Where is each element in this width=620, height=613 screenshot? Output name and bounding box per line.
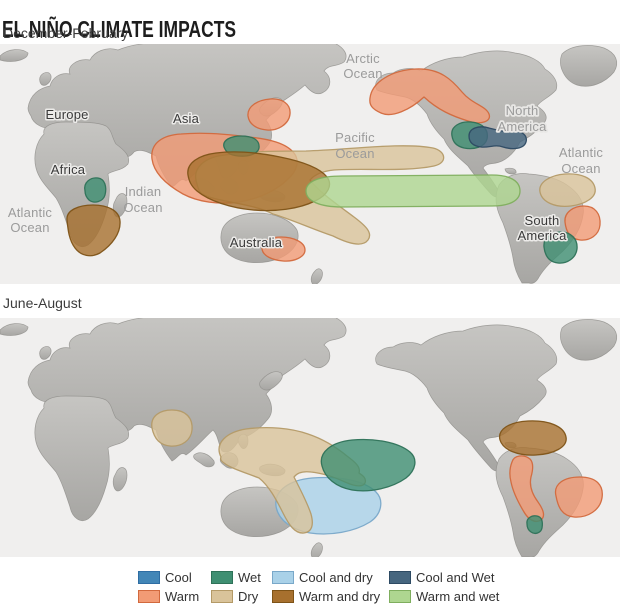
legend-label: Cool and Wet bbox=[416, 570, 495, 585]
legend-swatch-dry bbox=[211, 590, 233, 603]
legend-swatch-warm bbox=[138, 590, 160, 603]
region-wet-east-africa bbox=[84, 177, 107, 203]
map-label: Atlantic bbox=[559, 145, 604, 160]
map-label: America bbox=[497, 119, 547, 134]
legend-label: Warm bbox=[165, 589, 200, 604]
map-label: Ocean bbox=[335, 146, 374, 161]
region-warm-japan bbox=[247, 98, 291, 131]
legend-label: Warm and wet bbox=[416, 589, 500, 604]
map-label: Ocean bbox=[561, 161, 600, 176]
legend-item-warm_wet: Warm and wet bbox=[389, 589, 499, 604]
region-cool-wet-southern-us bbox=[468, 126, 527, 150]
legend-swatch-wet bbox=[211, 571, 233, 584]
season-label-december-february: December-February bbox=[3, 25, 129, 41]
legend-label: Warm and dry bbox=[299, 589, 381, 604]
region-wet-central-pacific bbox=[320, 438, 416, 492]
legend-item-warm_dry: Warm and dry bbox=[272, 589, 380, 604]
legend-swatch-cool_dry bbox=[272, 571, 294, 584]
map-label: Europe bbox=[45, 107, 88, 122]
legend-label: Dry bbox=[238, 589, 259, 604]
map-label: America bbox=[517, 228, 567, 243]
map-label: Ocean bbox=[123, 200, 162, 215]
map-label: Ocean bbox=[10, 220, 49, 235]
map-label: Ocean bbox=[343, 66, 382, 81]
impact-regions-djf bbox=[66, 68, 601, 264]
map-label: Indian bbox=[125, 184, 162, 199]
legend-label: Cool bbox=[165, 570, 192, 585]
region-warm-southeast-australia bbox=[261, 236, 306, 262]
legend-item-warm: Warm bbox=[138, 589, 199, 604]
region-warm-andes-west-coast bbox=[509, 455, 545, 523]
region-warm-southeast-brazil bbox=[554, 476, 603, 518]
legend-swatch-cool bbox=[138, 571, 160, 584]
region-dry-northern-south-america bbox=[539, 173, 596, 208]
map-label: Pacific bbox=[335, 130, 375, 145]
map-label: Asia bbox=[173, 111, 200, 126]
map-label: Australia bbox=[230, 235, 283, 250]
region-warm-wet-equatorial-pacific bbox=[305, 174, 521, 208]
season-label-june-august: June-August bbox=[3, 295, 82, 311]
legend-item-cool: Cool bbox=[138, 570, 192, 585]
page-title: EL NIÑO CLIMATE IMPACTS bbox=[2, 16, 237, 43]
legend-label: Cool and dry bbox=[299, 570, 373, 585]
region-wet-southeast-south-america bbox=[543, 231, 578, 264]
map-label: North bbox=[506, 103, 539, 118]
map-label: Africa bbox=[51, 162, 86, 177]
legend-label: Wet bbox=[238, 570, 261, 585]
region-warm-alaska-northwest-canada bbox=[369, 68, 491, 124]
region-warm-dry-northern-south-america bbox=[498, 420, 567, 456]
map-label: Arctic bbox=[346, 51, 380, 66]
map-label: Atlantic bbox=[8, 205, 53, 220]
map-december-february: Europe Asia Africa Australia South America Nor… bbox=[0, 44, 620, 284]
map-june-august bbox=[0, 318, 620, 557]
region-dry-india bbox=[151, 409, 193, 447]
map-svg-djf: Europe AsiaAfricaAustraliaSouthAmericaNor… bbox=[0, 44, 618, 284]
map-label: South bbox=[525, 213, 560, 228]
legend-swatch-warm_dry bbox=[272, 590, 294, 603]
impact-regions-jja bbox=[151, 409, 603, 535]
legend-swatch-cool_wet bbox=[389, 571, 411, 584]
map-svg-jja bbox=[0, 318, 618, 557]
region-warm-dry-southern-africa bbox=[66, 204, 121, 257]
legend-item-cool_dry: Cool and dry bbox=[272, 570, 373, 585]
legend-item-wet: Wet bbox=[211, 570, 261, 585]
legend-item-cool_wet: Cool and Wet bbox=[389, 570, 495, 585]
legend-item-dry: Dry bbox=[211, 589, 258, 604]
region-wet-central-chile bbox=[526, 515, 543, 535]
map-labels-djf: Europe AsiaAfricaAustraliaSouthAmericaNor… bbox=[8, 51, 604, 252]
legend-swatch-warm_wet bbox=[389, 590, 411, 603]
